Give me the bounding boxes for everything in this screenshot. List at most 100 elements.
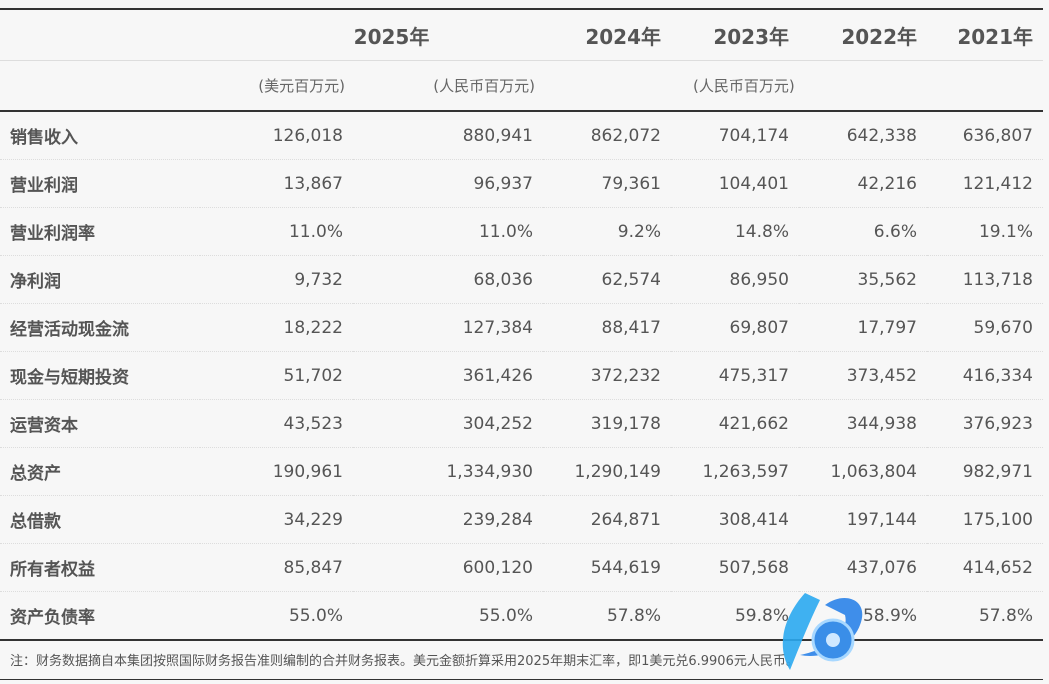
cell-value: 34,229 xyxy=(200,495,353,544)
cell-value: 1,290,149 xyxy=(543,447,671,496)
cell-value: 11.0% xyxy=(200,207,353,256)
cell-value: 69,807 xyxy=(671,303,799,352)
financial-table: 2025年 2024年 2023年 2022年 2021年 (美元百万元) (人… xyxy=(0,8,1043,641)
row-label: 总借款 xyxy=(0,495,200,544)
cell-value: 59,670 xyxy=(927,303,1043,352)
cell-value: 86,950 xyxy=(671,255,799,304)
cell-value: 319,178 xyxy=(543,399,671,448)
cell-value: 437,076 xyxy=(799,543,927,592)
cell-value: 11.0% xyxy=(353,207,543,256)
cell-value: 304,252 xyxy=(353,399,543,448)
cell-value: 113,718 xyxy=(927,255,1043,304)
cell-value: 121,412 xyxy=(927,159,1043,208)
cell-value: 9.2% xyxy=(543,207,671,256)
row-label: 现金与短期投资 xyxy=(0,351,200,400)
year-2025: 2025年 xyxy=(200,9,543,61)
table-row: 总资产 190,961 1,334,930 1,290,149 1,263,597 1,0… xyxy=(0,447,1043,496)
table-row: 销售收入 126,018 880,941 862,072 704,174 642,338 6… xyxy=(0,111,1043,160)
divider xyxy=(0,679,1043,680)
cell-value: 344,938 xyxy=(799,399,927,448)
row-label: 总资产 xyxy=(0,447,200,496)
cell-value: 414,652 xyxy=(927,543,1043,592)
cell-value: 239,284 xyxy=(353,495,543,544)
unit-rmb-history: (人民币百万元) xyxy=(543,60,1043,112)
cell-value: 880,941 xyxy=(353,111,543,160)
cell-value: 59.8% xyxy=(671,591,799,641)
cell-value: 42,216 xyxy=(799,159,927,208)
table-row: 现金与短期投资 51,702 361,426 372,232 475,317 373,45… xyxy=(0,351,1043,400)
row-label: 经营活动现金流 xyxy=(0,303,200,352)
cell-value: 6.6% xyxy=(799,207,927,256)
cell-value: 982,971 xyxy=(927,447,1043,496)
cell-value: 14.8% xyxy=(671,207,799,256)
cell-value: 1,334,930 xyxy=(353,447,543,496)
cell-value: 55.0% xyxy=(200,591,353,641)
cell-value: 96,937 xyxy=(353,159,543,208)
cell-value: 17,797 xyxy=(799,303,927,352)
cell-value: 636,807 xyxy=(927,111,1043,160)
cell-value: 9,732 xyxy=(200,255,353,304)
cell-value: 600,120 xyxy=(353,543,543,592)
cell-value: 308,414 xyxy=(671,495,799,544)
cell-value: 862,072 xyxy=(543,111,671,160)
cell-value: 19.1% xyxy=(927,207,1043,256)
year-2021: 2021年 xyxy=(927,9,1043,61)
year-2022: 2022年 xyxy=(799,9,927,61)
cell-value: 175,100 xyxy=(927,495,1043,544)
unit-usd: (美元百万元) xyxy=(200,60,353,112)
cell-value: 376,923 xyxy=(927,399,1043,448)
cell-value: 1,263,597 xyxy=(671,447,799,496)
cell-value: 190,961 xyxy=(200,447,353,496)
cell-value: 372,232 xyxy=(543,351,671,400)
row-label: 销售收入 xyxy=(0,111,200,160)
cell-value: 1,063,804 xyxy=(799,447,927,496)
cell-value: 62,574 xyxy=(543,255,671,304)
year-2023: 2023年 xyxy=(671,9,799,61)
cell-value: 57.8% xyxy=(927,591,1043,641)
unit-header-row: (美元百万元) (人民币百万元) (人民币百万元) xyxy=(0,60,1043,112)
cell-value: 704,174 xyxy=(671,111,799,160)
cell-value: 507,568 xyxy=(671,543,799,592)
cell-value: 57.8% xyxy=(543,591,671,641)
cell-value: 68,036 xyxy=(353,255,543,304)
row-label: 资产负债率 xyxy=(0,591,200,641)
table-row: 经营活动现金流 18,222 127,384 88,417 69,807 17,797 59… xyxy=(0,303,1043,352)
cell-value: 104,401 xyxy=(671,159,799,208)
cell-value: 88,417 xyxy=(543,303,671,352)
cell-value: 127,384 xyxy=(353,303,543,352)
cell-value: 373,452 xyxy=(799,351,927,400)
row-label: 所有者权益 xyxy=(0,543,200,592)
row-label: 运营资本 xyxy=(0,399,200,448)
cell-value: 43,523 xyxy=(200,399,353,448)
unit-rmb-2025: (人民币百万元) xyxy=(353,60,543,112)
cell-value: 642,338 xyxy=(799,111,927,160)
cell-value: 35,562 xyxy=(799,255,927,304)
cell-value: 421,662 xyxy=(671,399,799,448)
cell-value: 79,361 xyxy=(543,159,671,208)
table-row: 资产负债率 55.0% 55.0% 57.8% 59.8% 58.9% 57.8% xyxy=(0,591,1043,641)
cell-value: 58.9% xyxy=(799,591,927,641)
cell-value: 361,426 xyxy=(353,351,543,400)
cell-value: 13,867 xyxy=(200,159,353,208)
cell-value: 544,619 xyxy=(543,543,671,592)
row-label: 营业利润 xyxy=(0,159,200,208)
table-row: 营业利润率 11.0% 11.0% 9.2% 14.8% 6.6% 19.1% xyxy=(0,207,1043,256)
table-row: 总借款 34,229 239,284 264,871 308,414 197,144 175… xyxy=(0,495,1043,544)
year-2024: 2024年 xyxy=(543,9,671,61)
row-label: 净利润 xyxy=(0,255,200,304)
table-row: 运营资本 43,523 304,252 319,178 421,662 344,938 37… xyxy=(0,399,1043,448)
row-label: 营业利润率 xyxy=(0,207,200,256)
cell-value: 55.0% xyxy=(353,591,543,641)
table-row: 所有者权益 85,847 600,120 544,619 507,568 437,076 4… xyxy=(0,543,1043,592)
cell-value: 18,222 xyxy=(200,303,353,352)
cell-value: 264,871 xyxy=(543,495,671,544)
year-header-row: 2025年 2024年 2023年 2022年 2021年 xyxy=(0,9,1043,61)
table-row: 净利润 9,732 68,036 62,574 86,950 35,562 113,718 xyxy=(0,255,1043,304)
cell-value: 416,334 xyxy=(927,351,1043,400)
table-row: 营业利润 13,867 96,937 79,361 104,401 42,216 121,4… xyxy=(0,159,1043,208)
cell-value: 475,317 xyxy=(671,351,799,400)
cell-value: 85,847 xyxy=(200,543,353,592)
footnote: 注：财务数据摘自本集团按照国际财务报告准则编制的合并财务报表。美元金额折算采用2… xyxy=(10,654,799,669)
cell-value: 126,018 xyxy=(200,111,353,160)
